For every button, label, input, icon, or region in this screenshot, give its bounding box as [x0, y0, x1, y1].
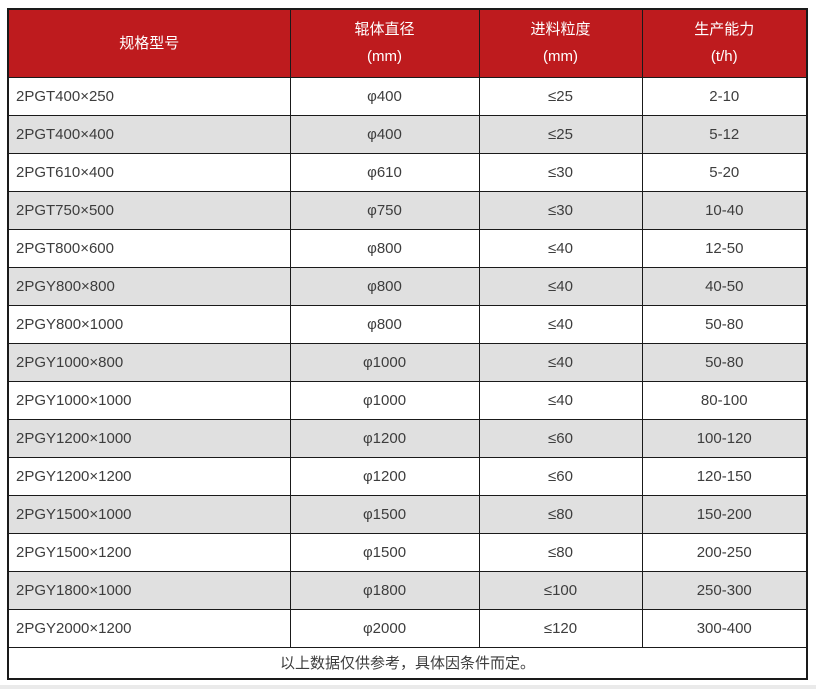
feed-size-cell: ≤40: [478, 304, 643, 344]
diameter-cell: φ800: [289, 228, 480, 268]
column-header: 辊体直径 (mm): [289, 8, 480, 78]
feed-size-cell: ≤40: [478, 380, 643, 420]
diameter-cell: φ800: [289, 304, 480, 344]
footer-row: 以上数据仅供参考，具体因条件而定。: [7, 646, 808, 680]
diameter-cell: φ1000: [289, 342, 480, 382]
feed-size-cell: ≤30: [478, 190, 643, 230]
footer-note: 以上数据仅供参考，具体因条件而定。: [7, 646, 808, 680]
model-cell: 2PGY1200×1200: [7, 456, 291, 496]
column-label: 进料粒度: [530, 21, 591, 39]
model-cell: 2PGY1800×1000: [7, 570, 291, 610]
column-unit: (mm): [367, 48, 402, 66]
capacity-cell: 10-40: [641, 190, 808, 230]
model-cell: 2PGT400×250: [7, 76, 291, 116]
spec-table-container: 规格型号 辊体直径 (mm) 进料粒度 (mm) 生产能力 (t/h) 2PGT400×25…: [7, 8, 808, 680]
table-row: 2PGY800×1000 φ800 ≤40 50-80: [7, 304, 808, 344]
capacity-cell: 200-250: [641, 532, 808, 572]
capacity-cell: 12-50: [641, 228, 808, 268]
model-cell: 2PGY1000×1000: [7, 380, 291, 420]
table-row: 2PGY2000×1200 φ2000 ≤120 300-400: [7, 608, 808, 648]
column-header: 进料粒度 (mm): [478, 8, 643, 78]
capacity-cell: 80-100: [641, 380, 808, 420]
feed-size-cell: ≤40: [478, 342, 643, 382]
column-unit: (mm): [543, 48, 578, 66]
feed-size-cell: ≤40: [478, 266, 643, 306]
model-cell: 2PGY1500×1000: [7, 494, 291, 534]
model-cell: 2PGY1000×800: [7, 342, 291, 382]
table-row: 2PGT610×400 φ610 ≤30 5-20: [7, 152, 808, 192]
table-row: 2PGY1500×1000 φ1500 ≤80 150-200: [7, 494, 808, 534]
spec-table: 规格型号 辊体直径 (mm) 进料粒度 (mm) 生产能力 (t/h) 2PGT400×25…: [7, 8, 808, 680]
capacity-cell: 120-150: [641, 456, 808, 496]
diameter-cell: φ1200: [289, 418, 480, 458]
diameter-cell: φ800: [289, 266, 480, 306]
model-cell: 2PGY800×1000: [7, 304, 291, 344]
table-row: 2PGY1000×1000 φ1000 ≤40 80-100: [7, 380, 808, 420]
capacity-cell: 2-10: [641, 76, 808, 116]
capacity-cell: 50-80: [641, 342, 808, 382]
diameter-cell: φ1800: [289, 570, 480, 610]
feed-size-cell: ≤60: [478, 418, 643, 458]
feed-size-cell: ≤80: [478, 494, 643, 534]
model-cell: 2PGY1500×1200: [7, 532, 291, 572]
column-header: 规格型号: [7, 8, 291, 78]
capacity-cell: 5-20: [641, 152, 808, 192]
model-cell: 2PGT400×400: [7, 114, 291, 154]
table-row: 2PGY1200×1000 φ1200 ≤60 100-120: [7, 418, 808, 458]
feed-size-cell: ≤30: [478, 152, 643, 192]
model-cell: 2PGY2000×1200: [7, 608, 291, 648]
column-label: 生产能力: [694, 21, 755, 39]
capacity-cell: 100-120: [641, 418, 808, 458]
table-row: 2PGY1500×1200 φ1500 ≤80 200-250: [7, 532, 808, 572]
model-cell: 2PGT800×600: [7, 228, 291, 268]
column-label: 辊体直径: [354, 21, 415, 39]
feed-size-cell: ≤25: [478, 76, 643, 116]
diameter-cell: φ1200: [289, 456, 480, 496]
header-row: 规格型号 辊体直径 (mm) 进料粒度 (mm) 生产能力 (t/h): [7, 8, 808, 78]
table-foot: 以上数据仅供参考，具体因条件而定。: [7, 646, 808, 680]
diameter-cell: φ2000: [289, 608, 480, 648]
feed-size-cell: ≤80: [478, 532, 643, 572]
diameter-cell: φ1000: [289, 380, 480, 420]
capacity-cell: 5-12: [641, 114, 808, 154]
capacity-cell: 150-200: [641, 494, 808, 534]
table-row: 2PGY1800×1000 φ1800 ≤100 250-300: [7, 570, 808, 610]
diameter-cell: φ400: [289, 76, 480, 116]
diameter-cell: φ1500: [289, 532, 480, 572]
feed-size-cell: ≤60: [478, 456, 643, 496]
table-body: 2PGT400×250 φ400 ≤25 2-10 2PGT400×400 φ400 ≤25…: [7, 76, 808, 648]
table-head: 规格型号 辊体直径 (mm) 进料粒度 (mm) 生产能力 (t/h): [7, 8, 808, 78]
diameter-cell: φ400: [289, 114, 480, 154]
diameter-cell: φ750: [289, 190, 480, 230]
capacity-cell: 40-50: [641, 266, 808, 306]
table-row: 2PGT750×500 φ750 ≤30 10-40: [7, 190, 808, 230]
capacity-cell: 300-400: [641, 608, 808, 648]
diameter-cell: φ1500: [289, 494, 480, 534]
screenshot-bottom-edge: [0, 685, 816, 689]
model-cell: 2PGY800×800: [7, 266, 291, 306]
feed-size-cell: ≤40: [478, 228, 643, 268]
capacity-cell: 250-300: [641, 570, 808, 610]
table-row: 2PGT400×400 φ400 ≤25 5-12: [7, 114, 808, 154]
capacity-cell: 50-80: [641, 304, 808, 344]
model-cell: 2PGT750×500: [7, 190, 291, 230]
feed-size-cell: ≤100: [478, 570, 643, 610]
model-cell: 2PGY1200×1000: [7, 418, 291, 458]
table-row: 2PGT800×600 φ800 ≤40 12-50: [7, 228, 808, 268]
column-label: 规格型号: [119, 34, 180, 52]
diameter-cell: φ610: [289, 152, 480, 192]
feed-size-cell: ≤120: [478, 608, 643, 648]
column-header: 生产能力 (t/h): [641, 8, 808, 78]
table-row: 2PGY800×800 φ800 ≤40 40-50: [7, 266, 808, 306]
table-row: 2PGY1200×1200 φ1200 ≤60 120-150: [7, 456, 808, 496]
model-cell: 2PGT610×400: [7, 152, 291, 192]
feed-size-cell: ≤25: [478, 114, 643, 154]
table-row: 2PGT400×250 φ400 ≤25 2-10: [7, 76, 808, 116]
column-unit: (t/h): [710, 48, 738, 66]
table-row: 2PGY1000×800 φ1000 ≤40 50-80: [7, 342, 808, 382]
